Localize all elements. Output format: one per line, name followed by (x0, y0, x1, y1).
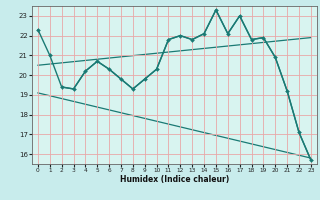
X-axis label: Humidex (Indice chaleur): Humidex (Indice chaleur) (120, 175, 229, 184)
